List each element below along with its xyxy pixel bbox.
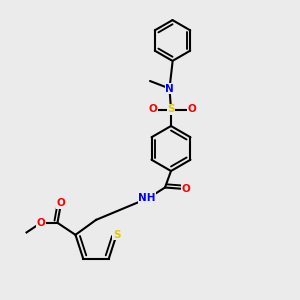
Text: N: N	[165, 83, 174, 94]
Text: S: S	[167, 104, 175, 115]
Text: O: O	[148, 104, 158, 115]
Text: NH: NH	[138, 193, 156, 203]
Text: S: S	[113, 230, 120, 240]
Text: O: O	[37, 218, 45, 228]
Text: O: O	[182, 184, 190, 194]
Text: O: O	[188, 104, 196, 115]
Text: O: O	[56, 198, 65, 208]
